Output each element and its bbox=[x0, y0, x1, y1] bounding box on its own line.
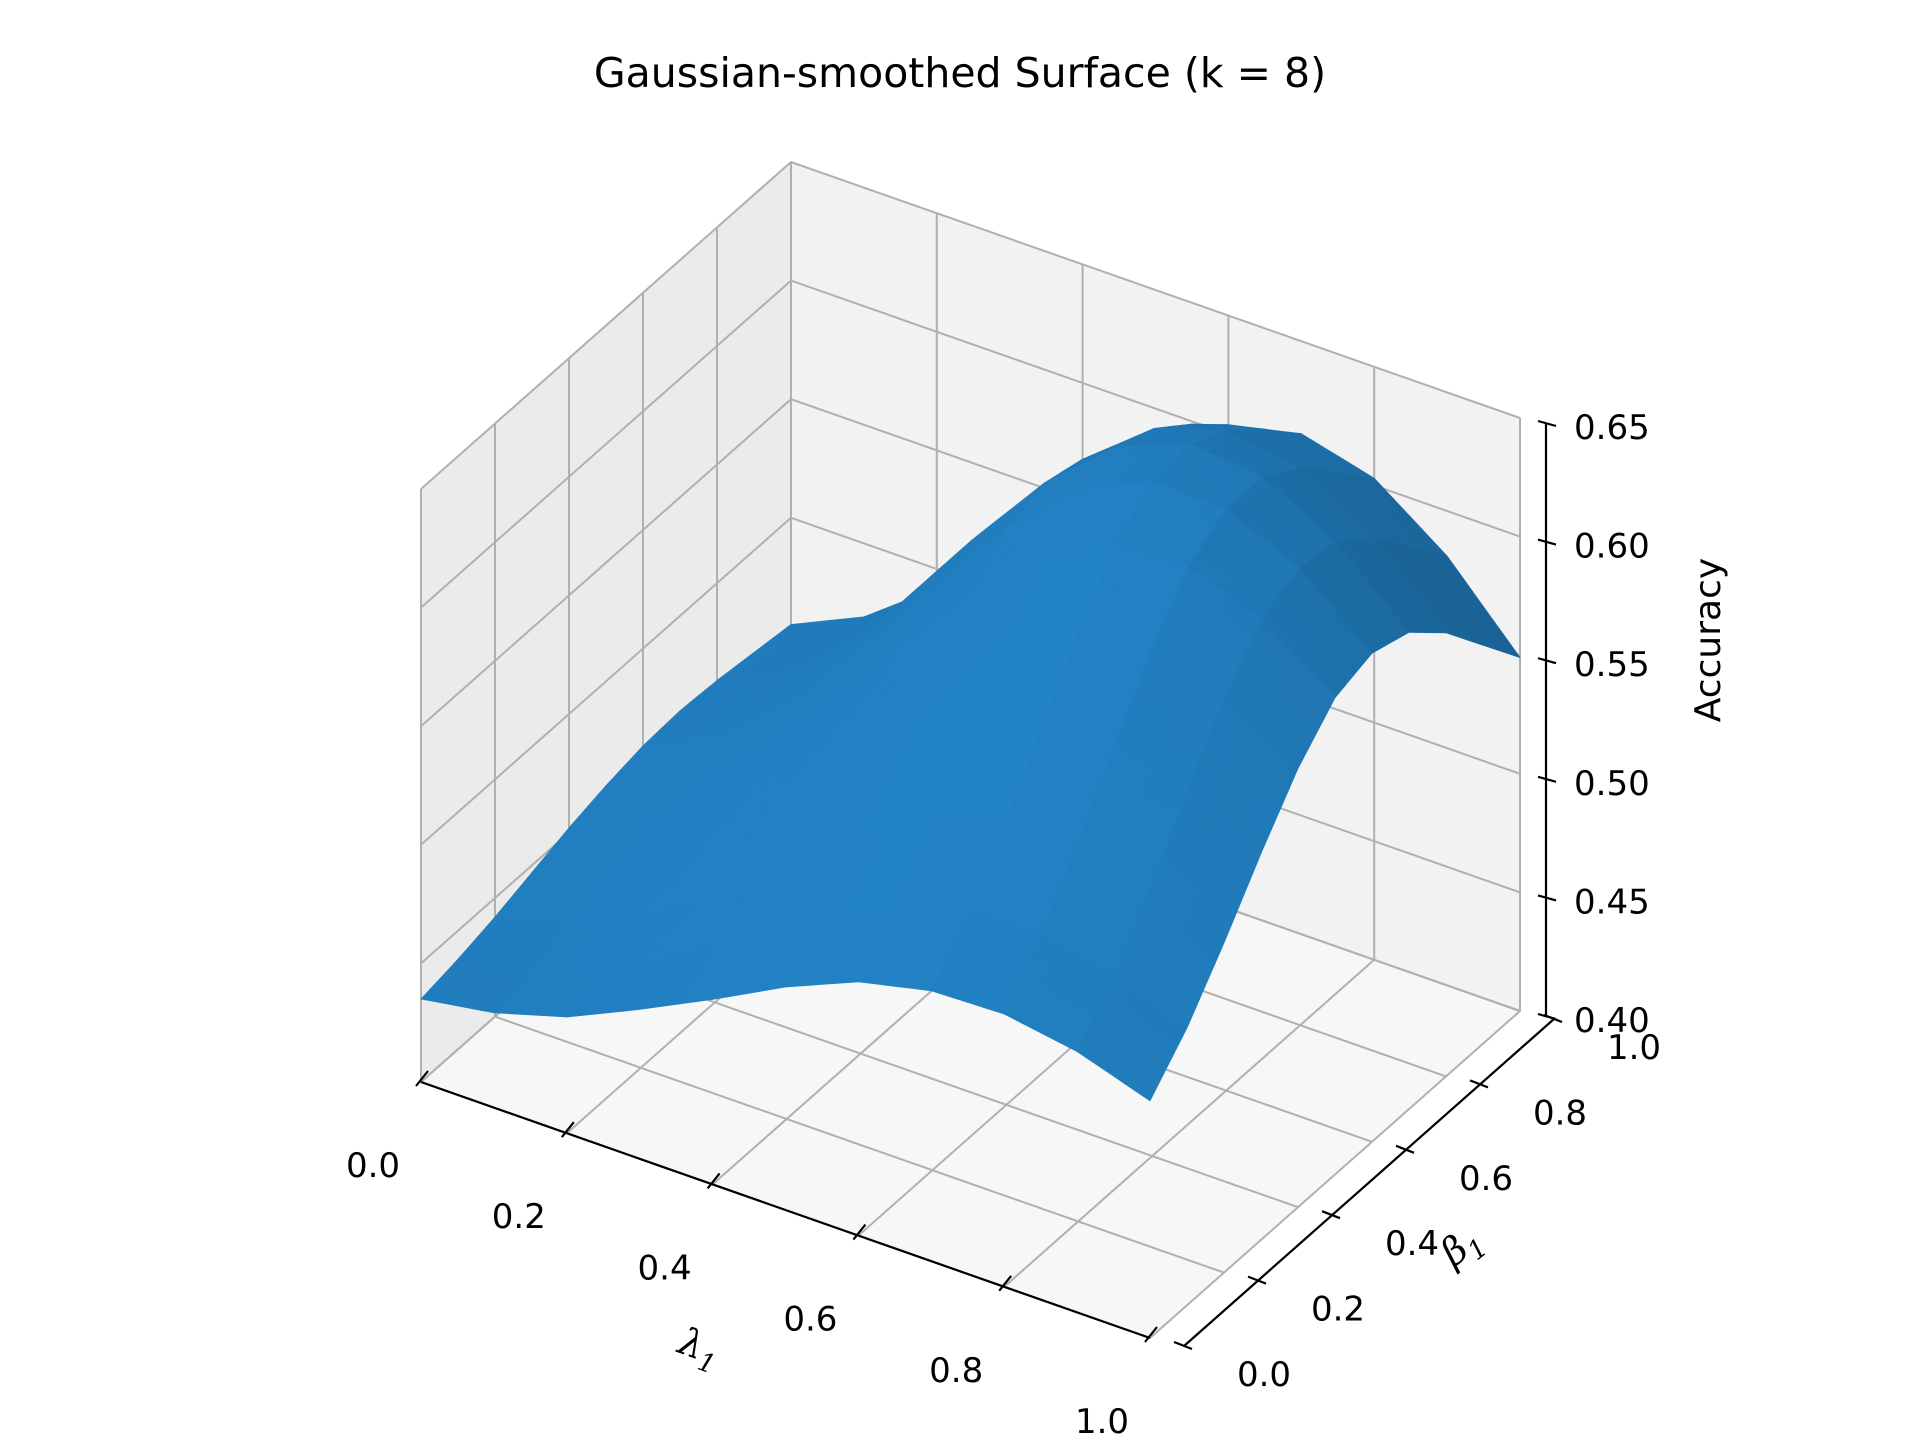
x-tick-label: 0.8 bbox=[929, 1351, 983, 1391]
accuracy-surface bbox=[420, 423, 1521, 1102]
z-axis-label: Accuracy bbox=[1688, 558, 1729, 722]
z-grid-line bbox=[420, 160, 1521, 490]
x-tick-mark bbox=[1144, 1326, 1158, 1343]
y-tick-label: 0.8 bbox=[1533, 1093, 1587, 1133]
y-tick-label: 0.2 bbox=[1311, 1290, 1365, 1330]
x-tick-label: 0.6 bbox=[783, 1300, 837, 1340]
z-tick-mark bbox=[1537, 419, 1557, 428]
chart-title: Gaussian-smoothed Surface (k = 8) bbox=[594, 49, 1326, 97]
x-tick-mark bbox=[415, 1070, 429, 1087]
z-tick-label: 0.55 bbox=[1574, 645, 1650, 685]
z-tick-label: 0.50 bbox=[1574, 764, 1650, 804]
x-tick-mark bbox=[560, 1121, 575, 1138]
y-tick-mark bbox=[1469, 1079, 1489, 1089]
x-tick-label: 0.4 bbox=[638, 1248, 692, 1288]
y-tick-label: 0.4 bbox=[1385, 1224, 1439, 1264]
axis-lines bbox=[420, 423, 1555, 1347]
tick-labels: 0.00.20.40.60.81.00.00.20.40.60.81.00.40… bbox=[346, 408, 1661, 1440]
x-tick-label: 1.0 bbox=[1075, 1402, 1129, 1440]
y-tick-mark bbox=[1395, 1144, 1415, 1154]
x-tick-mark bbox=[998, 1275, 1013, 1292]
x-axis-line bbox=[420, 1080, 1151, 1340]
y-tick-mark bbox=[1173, 1340, 1193, 1351]
z-tick-label: 0.45 bbox=[1574, 882, 1650, 922]
y-tick-label: 0.6 bbox=[1459, 1159, 1513, 1199]
z-tick-label: 0.60 bbox=[1574, 527, 1650, 567]
surface-patch bbox=[1131, 1069, 1160, 1102]
y-tick-mark bbox=[1321, 1210, 1341, 1220]
x-tick-mark bbox=[852, 1223, 867, 1241]
z-tick-label: 0.65 bbox=[1574, 408, 1650, 448]
y-tick-label: 1.0 bbox=[1607, 1028, 1661, 1068]
x-tick-mark bbox=[706, 1172, 721, 1190]
z-tick-mark bbox=[1537, 657, 1557, 665]
z-tick-mark bbox=[1537, 775, 1557, 783]
z-tick-mark bbox=[1537, 538, 1557, 546]
z-tick-mark bbox=[1537, 1012, 1557, 1021]
z-tick-label: 0.40 bbox=[1574, 1001, 1650, 1041]
y-axis-line bbox=[1183, 1018, 1555, 1347]
y-tick-label: 0.0 bbox=[1237, 1355, 1291, 1395]
z-tick-mark bbox=[1537, 894, 1557, 902]
tick-marks bbox=[415, 419, 1563, 1351]
x-tick-label: 0.2 bbox=[492, 1197, 546, 1237]
x-tick-label: 0.0 bbox=[346, 1146, 400, 1186]
y-tick-mark bbox=[1247, 1275, 1267, 1285]
